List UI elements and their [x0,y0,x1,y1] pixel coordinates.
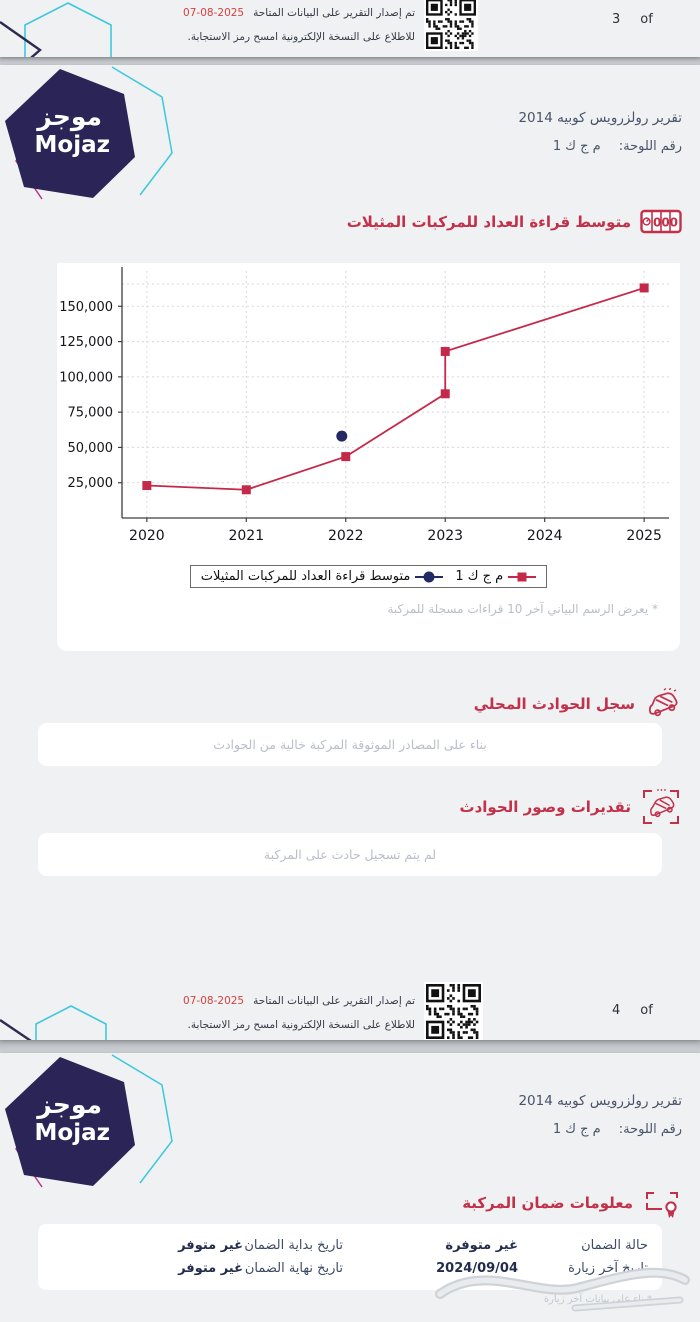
warranty-label: حالة الضمان [581,1238,648,1253]
report-title: تقرير رولزرويس كوبيه 2014 [518,110,682,126]
page-of-label: of [640,1003,653,1018]
footer-scan-text: للاطلاع على النسخة الإلكترونية امسح رمز … [187,30,416,43]
warranty-value: غير متوفر [178,1261,243,1276]
warranty-section-title: معلومات ضمان المركبة [462,1187,682,1219]
odometer-chart: 25,000 50,000 75,000 100,000 125,000 150,000 2… [57,263,680,559]
footer-scan-text: للاطلاع على النسخة الإلكترونية امسح رمز … [187,1018,416,1031]
odometer-section-title: 000 متوسط قراءة العداد للمركبات المثيلات [347,208,682,235]
svg-text:2023: 2023 [427,528,463,544]
odometer-icon: 000 [640,209,682,234]
plate-value: م ج ك 1 [552,1122,601,1137]
odometer-icon-digits: 000 [653,216,678,230]
svg-text:150,000: 150,000 [59,300,113,315]
warranty-table: حالة الضمان غير متوفرة تاريخ بداية الضمان غ… [38,1224,662,1290]
odometer-section-label: متوسط قراءة العداد للمركبات المثيلات [346,212,631,231]
logo-latin: Mojaz [35,132,110,158]
logo-arabic: موجز [35,1090,102,1120]
page5: موجز Mojaz تقرير رولزرويس كوبيه 2014 رقم… [0,1053,700,1322]
accident-estimates-label: تقديرات وصور الحوادث [459,798,631,816]
footer-issued-text: تم إصدار التقرير على البيانات المتاحة [253,995,415,1007]
warranty-value: 2024/09/04 [436,1261,518,1276]
svg-text:2021: 2021 [228,528,264,544]
svg-text:125,000: 125,000 [59,335,113,350]
accident-record-body: بناء على المصادر الموثوقة المركبة خالية … [213,737,487,752]
legend-label: متوسط قراءة العداد للمركبات المثيلات [200,569,411,584]
page-number: 4 of [612,1003,653,1018]
svg-text:50,000: 50,000 [68,441,114,456]
mojaz-logo: موجز Mojaz [5,66,173,200]
plate-label: رقم اللوحة: [618,139,682,154]
logo-arabic: موجز [35,102,102,132]
warranty-footnote: *بناء على بيانات آخر زيارة [543,1294,652,1305]
svg-text:2020: 2020 [129,528,165,544]
accident-record-label: سجل الحوادث المحلي [473,695,635,713]
plate-value: م ج ك 1 [552,139,601,154]
camera-frame-car-icon [643,789,679,824]
legend-square-marker [508,571,537,583]
warranty-value: غير متوفر [178,1238,243,1253]
crashed-car-icon [649,687,678,717]
svg-text:2025: 2025 [626,528,662,544]
footer-note: تم إصدار التقرير على البيانات المتاحة 202… [85,996,415,1040]
legend-entry: م ج ك 1 [455,569,537,584]
warranty-certificate-icon [646,1192,678,1218]
report-header: تقرير رولزرويس كوبيه 2014 رقم اللوحة: م ج… [518,110,682,154]
footer-note: تم إصدار التقرير على البيانات المتاحة 202… [85,8,415,55]
legend-circle-marker [415,571,444,583]
warranty-label: تاريخ بداية الضمان [244,1238,343,1253]
page-number-value: 3 [612,12,621,27]
page4: موجز Mojaz تقرير رولزرويس كوبيه 2014 رقم… [0,65,700,1040]
legend-label: م ج ك 1 [455,569,504,584]
hexagon-decor [0,2,112,57]
accident-record-title: سجل الحوادث المحلي [474,687,682,721]
accident-estimates-body: لم يتم تسجيل حادث على المركبة [263,847,437,862]
watermark [435,1267,690,1312]
svg-text:2024: 2024 [527,528,563,544]
svg-text:25,000: 25,000 [68,476,114,491]
accident-record-card: بناء على المصادر الموثوقة المركبة خالية … [38,723,662,766]
warranty-label: تاريخ نهاية الضمان [244,1261,343,1276]
page-of-label: of [640,12,653,27]
chart-footnote: * يعرض الرسم البياني آخر 10 قراءات مسجلة… [387,602,658,616]
logo-latin: Mojaz [35,1120,110,1146]
page-number: 3 of [612,12,653,27]
chart-legend: م ج ك 1 متوسط قراءة العداد للمركبات المثي… [57,565,680,588]
footer-issued-text: تم إصدار التقرير على البيانات المتاحة [253,7,415,19]
svg-text:100,000: 100,000 [59,370,113,385]
footer-date: 2025-08-07 [183,995,245,1007]
footer-date: 2025-08-07 [183,7,245,19]
page-separator [0,1040,700,1053]
svg-text:75,000: 75,000 [68,406,114,421]
page-separator [0,57,700,65]
plate-label: رقم اللوحة: [618,1122,682,1137]
report-title: تقرير رولزرويس كوبيه 2014 [518,1093,682,1109]
hexagon-decor [0,1005,107,1040]
accident-estimates-card: لم يتم تسجيل حادث على المركبة [38,833,662,876]
page-number-value: 4 [612,1003,621,1018]
qr-code [424,982,483,1040]
page3-footer-strip: تم إصدار التقرير على البيانات المتاحة 202… [0,0,700,57]
svg-text:2022: 2022 [328,528,364,544]
qr-code [424,0,478,51]
odometer-chart-card: 25,000 50,000 75,000 100,000 125,000 150,000 2… [57,263,680,651]
warranty-value: غير متوفرة [445,1238,518,1253]
report-header: تقرير رولزرويس كوبيه 2014 رقم اللوحة: م ج… [518,1093,682,1137]
accident-estimates-title: تقديرات وصور الحوادث [460,787,682,827]
legend-entry: متوسط قراءة العداد للمركبات المثيلات [201,569,444,584]
mojaz-logo: موجز Mojaz [5,1054,173,1188]
warranty-section-label: معلومات ضمان المركبة [462,1194,633,1212]
